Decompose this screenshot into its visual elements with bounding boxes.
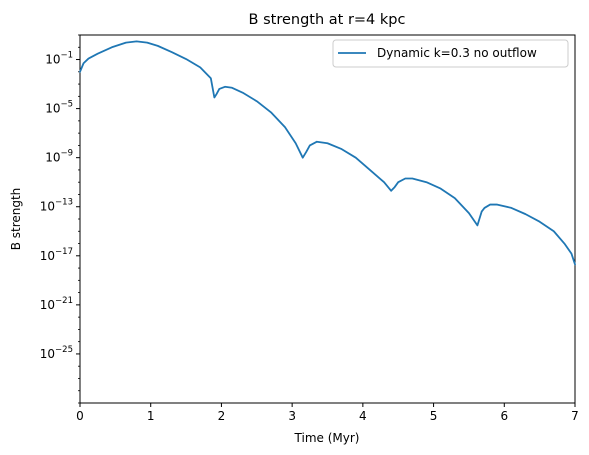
x-tick-label: 4 — [359, 409, 367, 423]
series-layer — [79, 40, 576, 266]
y-tick-label: 10−13 — [40, 198, 73, 214]
legend-box — [332, 39, 569, 68]
x-tick-label: 1 — [147, 409, 155, 423]
x-tick-label: 0 — [76, 409, 84, 423]
y-axis-ticks: 10−25 10−21 10−17 10−13 10−9 10−5 10−1 — [40, 34, 80, 404]
y-tick-label: 10−21 — [40, 296, 73, 312]
x-tick-label: 2 — [218, 409, 226, 423]
x-tick-label: 3 — [288, 409, 296, 423]
x-axis-ticks: 0 1 2 3 4 5 6 7 — [76, 403, 579, 423]
y-tick-label: 10−17 — [40, 247, 73, 263]
x-axis-label: Time (Myr) — [294, 431, 360, 445]
legend-label: Dynamic k=0.3 no outflow — [377, 46, 537, 60]
x-tick-label: 7 — [571, 409, 579, 423]
x-tick-label: 6 — [500, 409, 508, 423]
y-tick-label: 10−9 — [45, 149, 73, 165]
legend: Dynamic k=0.3 no outflow — [332, 39, 569, 68]
chart-title: B strength at r=4 kpc — [249, 12, 406, 28]
plot-area-frame — [79, 34, 576, 404]
x-tick-label: 5 — [430, 409, 438, 423]
y-tick-label: 10−5 — [45, 100, 73, 116]
series-line — [79, 40, 576, 266]
y-tick-label: 10−25 — [40, 345, 73, 361]
y-tick-label: 10−1 — [45, 51, 73, 67]
y-axis-label: B strength — [9, 188, 23, 251]
